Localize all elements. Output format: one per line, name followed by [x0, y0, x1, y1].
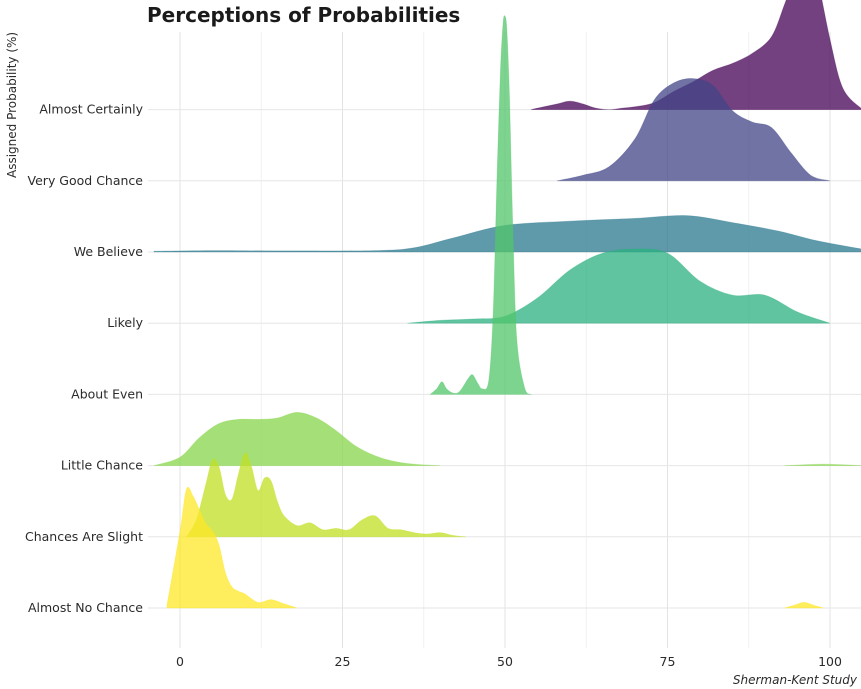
ridge-likely: [407, 248, 831, 324]
category-label: Likely: [107, 315, 143, 330]
ridge-area: [556, 78, 831, 182]
chart-caption: Sherman-Kent Study: [733, 673, 858, 687]
category-label: About Even: [71, 386, 143, 401]
ridge-chances-are-slight: [185, 452, 467, 538]
ridge-almost-no-chance: [166, 486, 824, 609]
category-label: Very Good Chance: [28, 173, 144, 188]
ridge-area: [166, 486, 298, 609]
chart-title: Perceptions of Probabilities: [147, 3, 460, 27]
category-label: Almost No Chance: [28, 600, 143, 615]
x-tick-label: 50: [497, 654, 513, 669]
ridge-area-tail: [784, 463, 861, 466]
ridge-area: [429, 15, 532, 395]
ridge-area: [407, 248, 831, 324]
ridge-almost-certainly: [530, 0, 861, 111]
category-label: We Believe: [74, 244, 144, 259]
category-label: Little Chance: [61, 458, 143, 473]
ridge-area: [185, 452, 467, 538]
ridge-area-tail: [784, 601, 824, 609]
x-tick-label: 25: [335, 654, 351, 669]
category-label: Almost Certainly: [39, 102, 143, 117]
x-tick-label: 75: [660, 654, 676, 669]
x-tick-label: 100: [818, 654, 842, 669]
y-axis-label: Assigned Probability (%): [5, 32, 19, 178]
ridge-area: [153, 411, 441, 466]
ridge-about-even: [429, 15, 532, 395]
ridge-little-chance: [153, 411, 861, 466]
label-layer: 0 25 50 75 100 Almost No Chance Chances Are Sl…: [25, 102, 842, 669]
ridge-very-good-chance: [556, 78, 831, 182]
ridge-layer: [153, 0, 861, 609]
ridge-area: [530, 0, 861, 111]
category-label: Chances Are Slight: [25, 529, 143, 544]
x-tick-label: 0: [176, 654, 184, 669]
